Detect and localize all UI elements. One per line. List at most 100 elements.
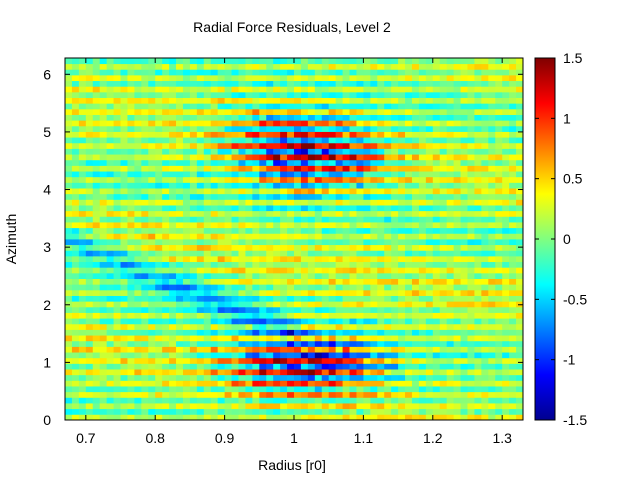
heatmap-cell xyxy=(217,80,226,87)
heatmap-cell xyxy=(307,74,316,82)
heatmap-cell xyxy=(280,295,288,302)
heatmap-cell xyxy=(120,69,128,76)
heatmap-cell xyxy=(342,205,350,212)
heatmap-cell xyxy=(155,318,163,325)
heatmap-cell xyxy=(127,352,135,359)
heatmap-cell xyxy=(217,182,226,189)
heatmap-cell xyxy=(418,165,427,172)
heatmap-cell xyxy=(453,272,461,279)
heatmap-cell xyxy=(391,272,399,279)
heatmap-cell xyxy=(238,114,246,121)
heatmap-cell xyxy=(300,403,309,410)
heatmap-cell xyxy=(363,159,371,166)
heatmap-cell xyxy=(134,205,142,212)
heatmap-cell xyxy=(516,199,524,206)
heatmap-cell xyxy=(287,137,295,144)
heatmap-cell xyxy=(238,142,246,149)
heatmap-cell xyxy=(384,222,392,229)
heatmap-cell xyxy=(189,340,198,347)
heatmap-cell xyxy=(370,386,378,393)
heatmap-cell xyxy=(287,261,295,268)
heatmap-cell xyxy=(245,91,253,98)
heatmap-cell xyxy=(307,403,316,410)
heatmap-cell xyxy=(481,103,489,110)
heatmap-cell xyxy=(238,103,246,110)
heatmap-cell xyxy=(273,199,281,206)
heatmap-cell xyxy=(335,255,343,263)
heatmap-cell xyxy=(71,295,80,302)
heatmap-cell xyxy=(252,346,260,353)
heatmap-cell xyxy=(425,182,434,189)
heatmap-cell xyxy=(307,250,316,257)
heatmap-cell xyxy=(134,154,142,161)
heatmap-cell xyxy=(162,114,170,121)
heatmap-cell xyxy=(460,380,468,387)
heatmap-cell xyxy=(113,397,121,404)
heatmap-cell xyxy=(280,357,288,364)
heatmap-cell xyxy=(335,295,343,302)
heatmap-cell xyxy=(120,250,128,257)
heatmap-cell xyxy=(245,216,253,223)
heatmap-cell xyxy=(418,391,427,398)
heatmap-cell xyxy=(425,233,434,240)
x-tick-label: 0.9 xyxy=(215,430,235,446)
heatmap-cell xyxy=(217,295,226,302)
heatmap-cell xyxy=(99,391,108,398)
heatmap-cell xyxy=(78,346,87,353)
heatmap-cell xyxy=(134,352,142,359)
heatmap-cell xyxy=(342,114,350,121)
heatmap-cell xyxy=(384,193,392,200)
heatmap-cell xyxy=(252,284,260,291)
heatmap-cell xyxy=(217,74,226,82)
heatmap-cell xyxy=(488,171,496,178)
heatmap-cell xyxy=(300,329,309,336)
heatmap-cell xyxy=(495,137,503,144)
heatmap-cell xyxy=(238,357,246,364)
heatmap-cell xyxy=(405,86,413,93)
heatmap-cell xyxy=(189,131,198,138)
heatmap-cell xyxy=(391,148,399,155)
heatmap-cell xyxy=(134,380,142,387)
heatmap-cell xyxy=(370,97,378,104)
heatmap-cell xyxy=(273,352,281,359)
heatmap-cell xyxy=(65,154,73,161)
heatmap-cell xyxy=(481,363,489,370)
heatmap-cell xyxy=(377,391,385,398)
heatmap-cell xyxy=(474,125,482,132)
heatmap-cell xyxy=(516,380,524,387)
heatmap-cell xyxy=(99,142,108,149)
heatmap-cell xyxy=(300,261,309,268)
heatmap-cell xyxy=(203,397,212,404)
heatmap-cell xyxy=(203,74,212,82)
heatmap-cell xyxy=(169,120,177,127)
heatmap-cell xyxy=(287,91,295,98)
heatmap-cell xyxy=(314,233,323,240)
heatmap-cell xyxy=(377,91,385,98)
heatmap-cell xyxy=(488,414,496,421)
heatmap-cell xyxy=(314,176,323,183)
heatmap-cell xyxy=(78,69,87,76)
heatmap-cell xyxy=(370,86,378,93)
heatmap-cell xyxy=(370,369,378,376)
heatmap-cell xyxy=(127,176,135,183)
heatmap-cell xyxy=(92,216,101,223)
heatmap-cell xyxy=(280,329,288,336)
heatmap-cell xyxy=(120,369,128,376)
heatmap-cell xyxy=(245,403,253,410)
heatmap-cell xyxy=(85,108,94,115)
heatmap-cell xyxy=(502,369,510,376)
heatmap-cell xyxy=(85,142,94,149)
heatmap-cell xyxy=(363,414,371,421)
heatmap-cell xyxy=(405,250,413,257)
heatmap-cell xyxy=(328,340,337,347)
heatmap-cell xyxy=(273,323,281,330)
heatmap-cell xyxy=(398,222,406,229)
heatmap-cell xyxy=(439,176,448,183)
heatmap-cell xyxy=(182,91,191,98)
heatmap-cell xyxy=(481,278,489,285)
heatmap-cell xyxy=(210,369,219,376)
heatmap-cell xyxy=(328,91,337,98)
heatmap-cell xyxy=(321,103,330,110)
heatmap-cell xyxy=(113,120,121,127)
heatmap-cell xyxy=(245,120,253,127)
